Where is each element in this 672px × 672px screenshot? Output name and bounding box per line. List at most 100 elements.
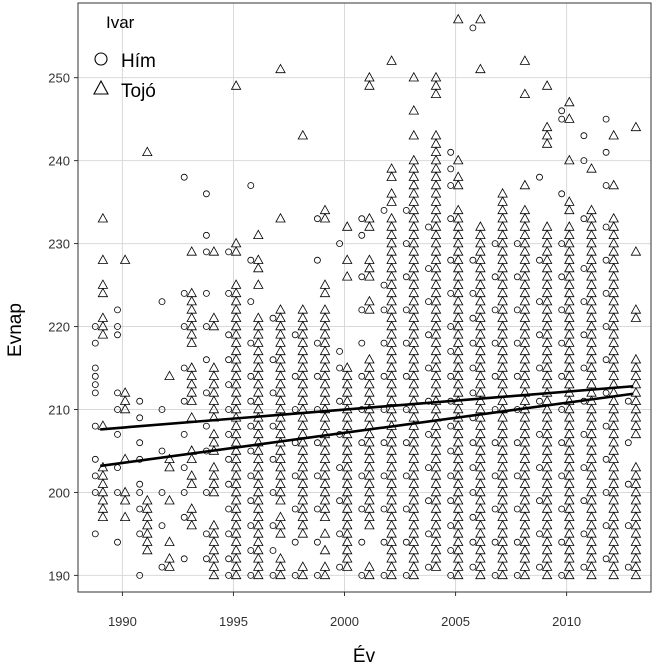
- point-tojo: [586, 411, 597, 422]
- point-tojo: [186, 387, 197, 397]
- point-tojo: [297, 445, 309, 455]
- point-tojo: [142, 503, 153, 513]
- point-him: [558, 505, 566, 513]
- x-tick-label: 1995: [219, 614, 248, 629]
- point-tojo: [608, 328, 619, 339]
- point-tojo: [319, 337, 331, 347]
- point-tojo: [341, 370, 353, 381]
- point-tojo: [408, 196, 420, 206]
- point-him: [269, 314, 277, 322]
- point-tojo: [497, 196, 508, 206]
- point-tojo: [408, 445, 420, 455]
- point-tojo: [230, 470, 242, 480]
- y-tick-label: 210: [48, 402, 70, 417]
- point-tojo: [430, 528, 442, 538]
- point-tojo: [319, 411, 331, 422]
- point-tojo: [430, 378, 442, 389]
- point-tojo: [253, 312, 264, 322]
- point-tojo: [230, 403, 242, 414]
- point-tojo: [564, 113, 575, 123]
- point-tojo: [586, 528, 597, 538]
- point-tojo: [519, 295, 531, 306]
- point-tojo: [519, 237, 531, 248]
- point-him: [513, 538, 521, 546]
- point-tojo: [519, 503, 531, 513]
- point-tojo: [386, 403, 397, 414]
- point-tojo: [452, 179, 464, 190]
- point-tojo: [253, 345, 264, 356]
- point-tojo: [475, 13, 486, 24]
- point-tojo: [519, 494, 531, 505]
- point-tojo: [408, 569, 420, 580]
- point-tojo: [297, 511, 309, 521]
- point-tojo: [452, 503, 464, 513]
- point-tojo: [341, 544, 353, 555]
- x-tick-label: 2010: [552, 614, 581, 629]
- point-tojo: [608, 345, 619, 356]
- point-tojo: [297, 387, 309, 397]
- point-him: [91, 422, 99, 430]
- point-tojo: [97, 212, 109, 223]
- point-tojo: [142, 528, 153, 538]
- point-tojo: [608, 320, 619, 331]
- point-tojo: [208, 461, 220, 472]
- point-tojo: [230, 561, 242, 571]
- point-tojo: [253, 362, 264, 372]
- x-axis-title: Év: [353, 646, 376, 667]
- point-tojo: [564, 528, 575, 538]
- point-tojo: [608, 395, 619, 405]
- point-tojo: [452, 13, 464, 24]
- point-him: [313, 572, 321, 579]
- point-tojo: [164, 370, 175, 381]
- point-him: [336, 497, 344, 505]
- point-tojo: [119, 387, 131, 397]
- point-tojo: [386, 229, 397, 240]
- point-him: [247, 422, 255, 430]
- point-tojo: [608, 262, 619, 273]
- point-tojo: [430, 420, 442, 430]
- point-tojo: [142, 146, 153, 157]
- point-tojo: [430, 270, 442, 281]
- point-tojo: [564, 196, 575, 206]
- point-tojo: [408, 312, 420, 322]
- point-tojo: [297, 129, 309, 140]
- point-tojo: [586, 403, 597, 414]
- point-tojo: [386, 470, 397, 480]
- point-tojo: [564, 552, 575, 563]
- point-tojo: [408, 378, 420, 389]
- point-tojo: [275, 478, 286, 488]
- point-tojo: [519, 221, 531, 231]
- point-tojo: [230, 569, 242, 580]
- point-tojo: [275, 461, 286, 472]
- point-tojo: [564, 287, 575, 298]
- point-tojo: [364, 362, 375, 372]
- point-tojo: [475, 262, 486, 273]
- point-tojo: [564, 304, 575, 314]
- point-tojo: [164, 494, 175, 505]
- point-tojo: [430, 204, 442, 215]
- point-tojo: [297, 328, 309, 339]
- point-tojo: [275, 519, 286, 530]
- point-tojo: [319, 378, 331, 389]
- y-tick-label: 200: [48, 485, 70, 500]
- point-tojo: [519, 536, 531, 546]
- point-tojo: [564, 403, 575, 414]
- point-tojo: [386, 387, 397, 397]
- point-him: [202, 289, 210, 297]
- point-tojo: [608, 503, 619, 513]
- point-him: [491, 372, 499, 380]
- point-him: [225, 356, 233, 364]
- point-tojo: [253, 478, 264, 488]
- point-tojo: [630, 511, 642, 521]
- point-tojo: [586, 569, 597, 580]
- point-tojo: [541, 470, 553, 480]
- point-him: [558, 115, 566, 123]
- point-him: [180, 364, 188, 372]
- point-him: [491, 439, 499, 447]
- point-tojo: [541, 569, 553, 580]
- point-tojo: [253, 229, 264, 240]
- point-tojo: [586, 378, 597, 389]
- point-him: [247, 547, 255, 554]
- point-tojo: [253, 569, 264, 580]
- point-tojo: [230, 246, 242, 256]
